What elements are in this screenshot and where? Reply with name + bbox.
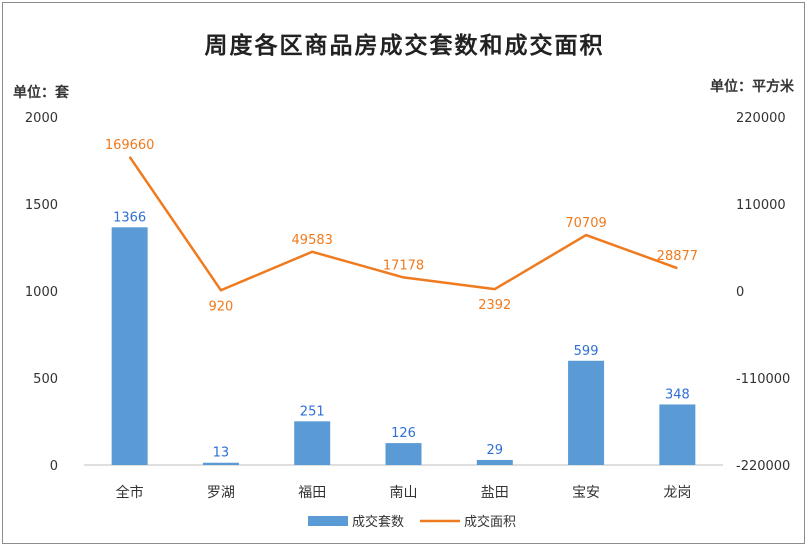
chart-title: 周度各区商品房成交套数和成交面积 bbox=[204, 32, 605, 59]
line-value-label: 2392 bbox=[478, 298, 511, 313]
bar-value-label: 599 bbox=[574, 344, 599, 359]
category-label: 宝安 bbox=[572, 485, 600, 501]
line-value-label: 169660 bbox=[105, 138, 155, 153]
bar-value-label: 29 bbox=[487, 443, 504, 458]
bar bbox=[111, 227, 148, 465]
legend-bar-label: 成交套数 bbox=[352, 514, 404, 530]
right-axis-unit: 单位：平方米 bbox=[710, 79, 794, 95]
category-label: 南山 bbox=[390, 485, 418, 501]
bar bbox=[476, 459, 513, 465]
legend-line-label: 成交面积 bbox=[464, 514, 516, 530]
right-tick-label: 0 bbox=[736, 285, 744, 300]
category-label: 龙岗 bbox=[663, 485, 691, 501]
right-tick-label: -110000 bbox=[736, 372, 790, 387]
bar-value-label: 348 bbox=[665, 387, 690, 402]
category-label: 盐田 bbox=[481, 485, 509, 501]
bar bbox=[294, 421, 331, 465]
left-tick-label: 500 bbox=[33, 372, 58, 387]
right-tick-label: -220000 bbox=[736, 459, 790, 474]
bar bbox=[385, 443, 422, 465]
left-axis-unit: 单位：套 bbox=[13, 85, 69, 101]
category-label: 罗湖 bbox=[207, 485, 235, 501]
bar-value-label: 126 bbox=[391, 426, 416, 441]
right-tick-label: 220000 bbox=[736, 111, 786, 126]
bar-value-label: 251 bbox=[300, 404, 325, 419]
left-tick-label: 1500 bbox=[25, 198, 58, 213]
left-tick-label: 2000 bbox=[25, 111, 58, 126]
area-line bbox=[128, 156, 678, 292]
line-value-label: 17178 bbox=[383, 258, 424, 273]
bar bbox=[659, 404, 696, 465]
bar bbox=[202, 462, 239, 465]
left-tick-label: 0 bbox=[50, 459, 58, 474]
bar-value-label: 1366 bbox=[113, 210, 146, 225]
category-label: 福田 bbox=[298, 485, 326, 501]
line-value-label: 920 bbox=[209, 299, 234, 314]
right-tick-label: 110000 bbox=[736, 198, 786, 213]
category-label: 全市 bbox=[116, 484, 144, 501]
left-tick-label: 1000 bbox=[25, 285, 58, 300]
line-value-label: 70709 bbox=[565, 216, 606, 231]
bar bbox=[568, 360, 605, 465]
line-value-label: 28877 bbox=[657, 249, 698, 264]
bar-value-label: 13 bbox=[213, 446, 230, 461]
line-value-label: 49583 bbox=[292, 233, 333, 248]
legend-bar-swatch bbox=[308, 516, 348, 526]
